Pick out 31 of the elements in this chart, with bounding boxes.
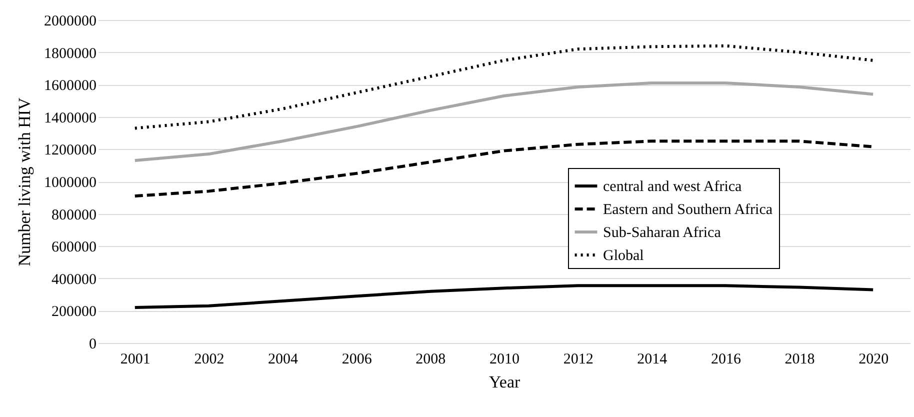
y-tick-label: 2000000 [44, 14, 96, 30]
x-tick-label: 2004 [268, 352, 299, 368]
x-tick-label: 2014 [637, 352, 668, 368]
y-tick-label: 1200000 [44, 142, 96, 159]
legend-label: Eastern and Southern Africa [603, 202, 773, 218]
y-tick-label: 600000 [52, 240, 96, 256]
legend-label: central and west Africa [603, 179, 742, 195]
y-tick-label: 1400000 [44, 110, 96, 126]
y-tick-label: 0 [89, 336, 96, 352]
line-series [133, 284, 875, 309]
line-series [133, 81, 875, 162]
y-tick-label: 1800000 [44, 46, 96, 62]
x-tick-label: 2016 [710, 352, 742, 368]
x-tick-label: 2001 [120, 352, 150, 368]
x-tick-label: 2008 [416, 352, 446, 368]
x-tick-label: 2010 [490, 352, 520, 368]
x-tick-label: 2006 [342, 352, 372, 368]
y-axis-title: Number living with HIV [15, 97, 34, 266]
x-tick-label: 2002 [194, 352, 224, 368]
line-series [133, 44, 875, 130]
legend-label: Sub-Saharan Africa [603, 225, 722, 241]
x-tick-label: 2018 [784, 352, 815, 368]
legend-label: Global [603, 248, 644, 264]
y-tick-label: 800000 [52, 207, 96, 224]
y-tick-label: 200000 [52, 304, 96, 320]
x-tick-label: 2012 [563, 352, 594, 368]
x-axis-title: Year [488, 372, 520, 392]
y-tick-label: 1600000 [44, 78, 96, 94]
y-tick-label: 400000 [52, 272, 96, 288]
y-tick-label: 1000000 [44, 175, 96, 191]
x-tick-label: 2020 [858, 352, 889, 368]
